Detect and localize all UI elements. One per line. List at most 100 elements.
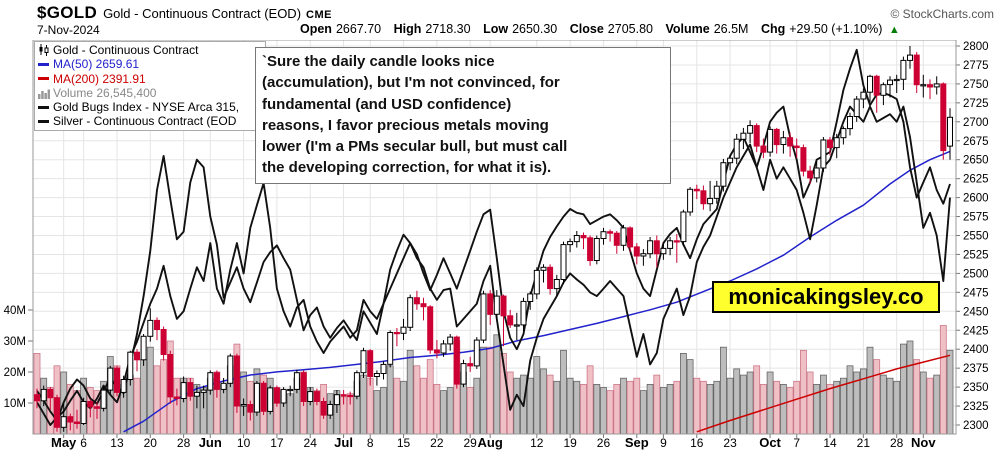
x-axis-label: 20 xyxy=(144,436,158,450)
x-axis-label: 28 xyxy=(890,436,904,450)
volume-label: Volume xyxy=(665,22,710,36)
y-axis-label: 2600 xyxy=(963,193,989,205)
x-axis-label: 13 xyxy=(110,436,124,450)
y-axis-label: 2650 xyxy=(963,155,989,167)
x-axis-label: Nov xyxy=(911,435,936,450)
x-axis-label: 22 xyxy=(430,436,444,450)
volume-axis-label: 40M xyxy=(4,305,26,317)
x-axis-label: 14 xyxy=(823,436,837,450)
y-axis-label: 2300 xyxy=(963,420,989,432)
volume-axis-label: 30M xyxy=(4,336,26,348)
y-axis-label: 2800 xyxy=(963,41,989,53)
axes: 2800 2775 2750 2725 2700 2675 2650 2625 2600 2575… xyxy=(4,41,989,450)
candles xyxy=(34,46,953,432)
x-axis-label: May xyxy=(51,435,77,450)
silver-line-swatch xyxy=(38,120,49,124)
series-ma-50- xyxy=(123,150,951,433)
legend-label: Gold Bugs Index - NYSE Arca 315, xyxy=(53,100,240,115)
stockcharts-copyright: © StockCharts.com xyxy=(890,7,994,21)
high-label: High xyxy=(393,22,422,36)
x-axis-label: Sep xyxy=(625,435,649,450)
chg-label: Chg xyxy=(760,22,786,36)
series-gold-bugs-index-nyse-arca xyxy=(36,48,951,422)
y-axis-label: 2350 xyxy=(963,382,989,394)
x-axis-label: 16 xyxy=(690,436,704,450)
legend-item-silver: Silver - Continuous Contract (EOD xyxy=(38,114,262,128)
high-value: 2718.30 xyxy=(425,22,471,36)
volume-axis-label: 10M xyxy=(4,398,26,410)
up-arrow-icon: ▲ xyxy=(888,24,900,36)
x-axis-label: Oct xyxy=(759,435,781,450)
y-axis-label: 2475 xyxy=(963,287,989,299)
series-silver-continuous-contract-eod- xyxy=(36,105,951,426)
volume-axis-label: 20M xyxy=(4,367,26,379)
y-axis-label: 2775 xyxy=(963,60,989,72)
y-axis-label: 2525 xyxy=(963,249,989,261)
legend-item-ma200: MA(200) 2391.91 xyxy=(38,72,262,86)
legend-label: Gold - Continuous Contract xyxy=(53,43,199,57)
x-axis-label: 12 xyxy=(530,436,544,450)
x-axis-label: 17 xyxy=(270,436,284,450)
x-axis-label: 8 xyxy=(367,436,374,450)
volume-bars xyxy=(33,325,954,435)
title-row: $GOLD Gold - Continuous Contract (EOD) CME xyxy=(37,3,332,23)
ma200-line-swatch xyxy=(38,77,49,81)
low-value: 2650.30 xyxy=(512,22,558,36)
quote-row: Open 2667.70 High 2718.30 Low 2650.30 Close… xyxy=(300,22,900,36)
legend-label: Silver - Continuous Contract (EOD xyxy=(53,114,237,129)
chart-legend: Gold - Continuous Contract MA(50) 2659.6… xyxy=(34,41,266,131)
series-ma-200- xyxy=(696,354,951,433)
low-label: Low xyxy=(483,22,509,36)
chart-title: Gold - Continuous Contract (EOD) xyxy=(103,6,302,21)
x-axis-label: 26 xyxy=(597,436,611,450)
close-value: 2705.80 xyxy=(607,22,653,36)
legend-label: Volume 26,545,400 xyxy=(53,85,157,100)
legend-item-gold: Gold - Continuous Contract xyxy=(38,43,262,57)
symbol: $GOLD xyxy=(37,3,98,22)
y-axis-label: 2450 xyxy=(963,306,989,318)
x-axis-label: 24 xyxy=(304,436,318,450)
y-axis-label: 2325 xyxy=(963,401,989,413)
x-axis-label: 10 xyxy=(237,436,251,450)
x-axis-label: 29 xyxy=(463,436,477,450)
candlestick-icon xyxy=(38,44,50,57)
y-axis-label: 2625 xyxy=(963,174,989,186)
exchange-label: CME xyxy=(306,9,332,21)
overlay-lines xyxy=(36,48,951,433)
x-axis-label: Jun xyxy=(199,435,222,450)
legend-item-gold-bugs: Gold Bugs Index - NYSE Arca 315, xyxy=(38,100,262,114)
legend-item-volume: Volume 26,545,400 xyxy=(38,86,262,100)
legend-item-ma50: MA(50) 2659.61 xyxy=(38,57,262,71)
chart-header: $GOLD Gold - Continuous Contract (EOD) CME… xyxy=(0,0,1004,40)
y-axis-label: 2575 xyxy=(963,212,989,224)
x-axis-label: 21 xyxy=(857,436,871,450)
x-axis-label: Jul xyxy=(334,435,353,450)
gold-bugs-line-swatch xyxy=(38,105,49,109)
y-axis-label: 2375 xyxy=(963,363,989,375)
x-axis-label: 7 xyxy=(793,436,800,450)
x-axis-label: 6 xyxy=(80,436,87,450)
volume-bars-icon xyxy=(38,88,50,99)
plot-border xyxy=(32,39,957,435)
x-axis-label: 9 xyxy=(660,436,667,450)
close-label: Close xyxy=(569,22,604,36)
ma50-line-swatch xyxy=(38,62,49,66)
legend-label: MA(200) 2391.91 xyxy=(53,71,146,86)
volume-value: 26.5M xyxy=(713,22,749,36)
y-axis-label: 2700 xyxy=(963,117,989,129)
y-axis-label: 2725 xyxy=(963,98,989,110)
legend-label: MA(50) 2659.61 xyxy=(53,57,140,72)
open-label: Open xyxy=(300,22,332,36)
chg-value: +29.50 (+1.10%) xyxy=(789,22,883,36)
annotation-note: `Sure the daily candle looks nice (accum… xyxy=(255,47,671,184)
x-axis-label: 23 xyxy=(723,436,737,450)
quote-date: 7-Nov-2024 xyxy=(37,23,100,37)
y-axis-label: 2500 xyxy=(963,268,989,280)
y-axis-label: 2750 xyxy=(963,79,989,91)
watermark-banner: monicakingsley.co xyxy=(712,281,940,313)
x-axis-label: 15 xyxy=(397,436,411,450)
y-axis-label: 2550 xyxy=(963,231,989,243)
x-axis-label: Aug xyxy=(478,435,503,450)
y-axis-label: 2400 xyxy=(963,344,989,356)
